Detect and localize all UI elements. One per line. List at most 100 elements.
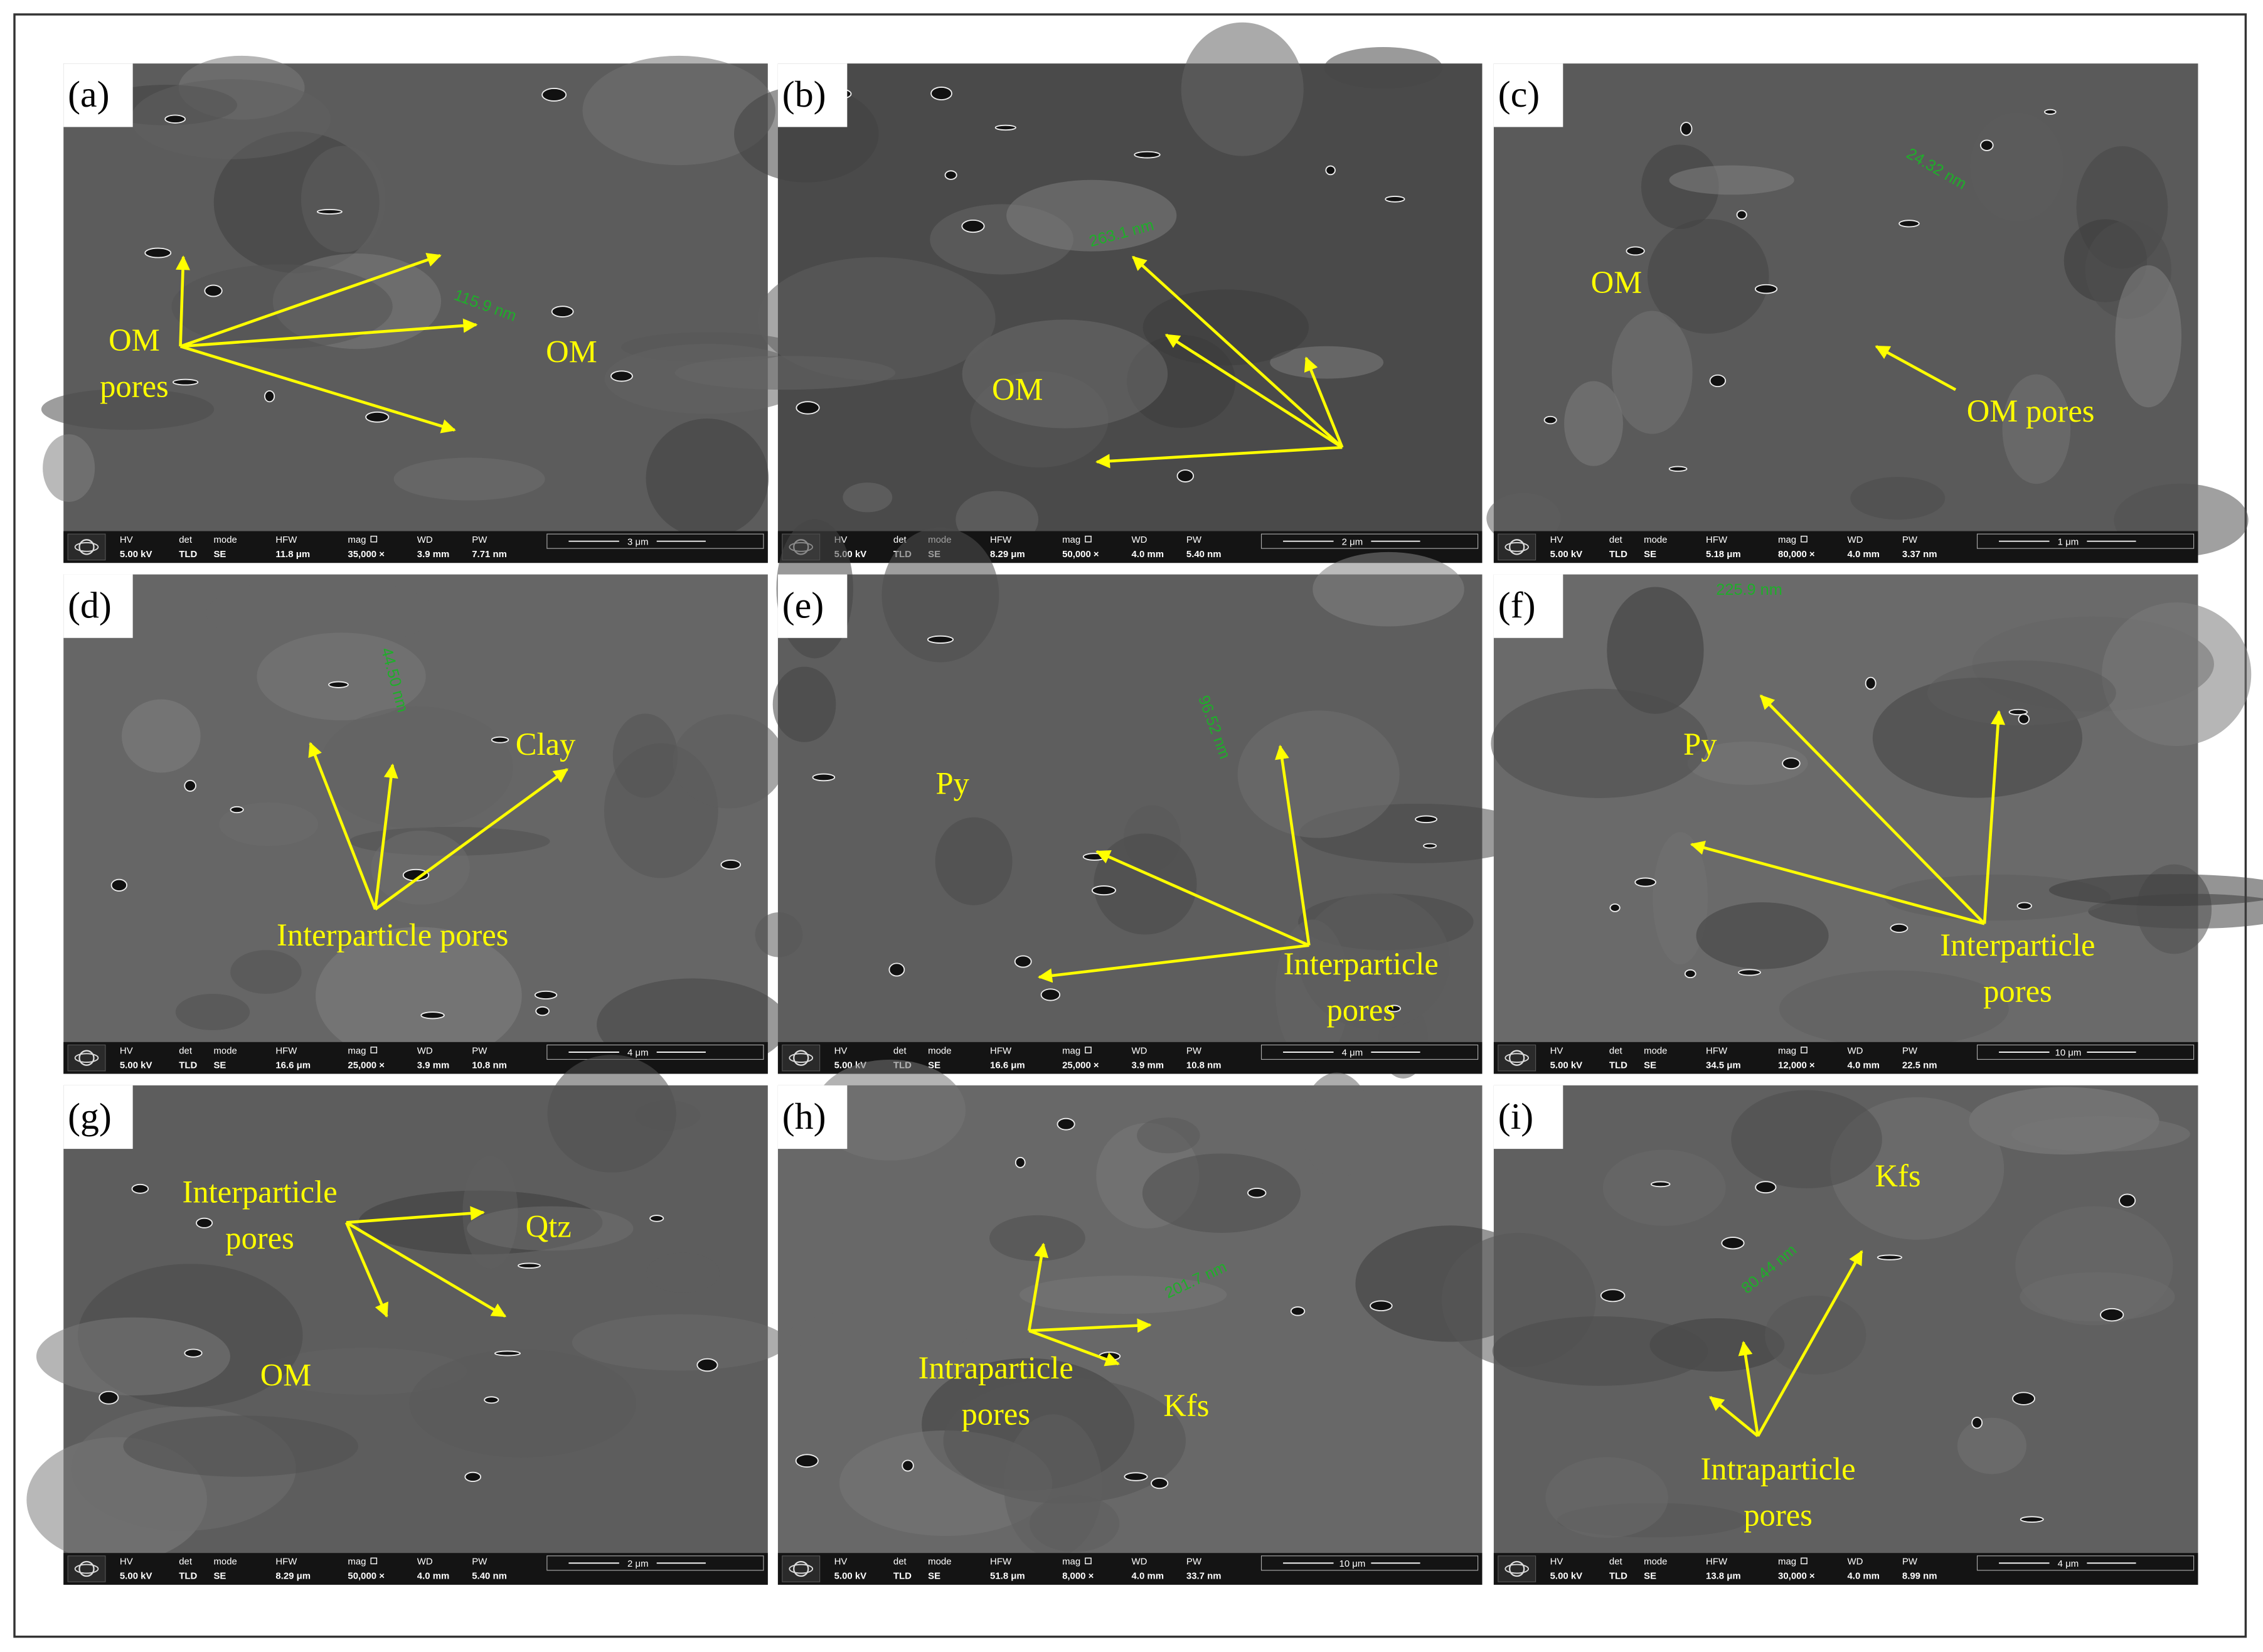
info-label: WD [417, 1045, 433, 1056]
texture [572, 1314, 787, 1371]
texture [2020, 1272, 2175, 1322]
texture [230, 950, 302, 994]
pore [518, 1262, 541, 1269]
info-value: SE [213, 1571, 226, 1582]
texture [2048, 874, 2263, 906]
info-label: PW [472, 1045, 487, 1056]
pore [144, 247, 172, 258]
pore [927, 635, 954, 644]
arrow [345, 1221, 507, 1318]
logo [78, 539, 95, 555]
info-value: 4.0 mm [1132, 1571, 1164, 1582]
pore [944, 170, 957, 180]
info-label: mag [348, 1557, 366, 1567]
info-bar [777, 1553, 1483, 1585]
texture [467, 1206, 634, 1251]
pore [2012, 1392, 2035, 1405]
pore [535, 1006, 550, 1016]
logo [74, 1053, 99, 1063]
arrow [1275, 745, 1311, 946]
info-label: HFW [1706, 1557, 1728, 1567]
scale-box [1976, 1555, 2195, 1571]
panel-label-bg [63, 63, 133, 127]
arrow [1027, 1242, 1049, 1331]
texture [1301, 1072, 1373, 1179]
arrow [1029, 1318, 1152, 1333]
logo [789, 1053, 814, 1063]
info-value: 4.0 mm [1847, 1060, 1879, 1070]
info-label: WD [417, 535, 433, 545]
panel-label-bg [777, 63, 848, 127]
pore [1634, 877, 1656, 887]
logo-box [1498, 1044, 1536, 1072]
info-label: HFW [275, 535, 297, 545]
texture [1957, 1417, 2026, 1474]
logo [1504, 1053, 1530, 1063]
annotation: Interparticle pores [277, 917, 508, 952]
texture [130, 79, 331, 159]
pore [795, 1454, 819, 1468]
panel-label: (b) [782, 73, 826, 115]
annotation: pores [1326, 992, 1395, 1027]
annotation: pores [225, 1220, 294, 1255]
info-value: 5.00 kV [120, 1571, 152, 1582]
info-value: SE [213, 549, 226, 560]
texture [1731, 1090, 1882, 1189]
scale-box [1976, 1044, 2195, 1060]
info-value: 3.9 mm [1132, 1060, 1164, 1070]
texture [1142, 289, 1309, 366]
pore [1680, 122, 1693, 136]
pore [720, 860, 742, 870]
scale-box [1260, 1044, 1479, 1060]
pore [1385, 196, 1405, 203]
pore [196, 1217, 213, 1228]
pore [1543, 415, 1557, 425]
pore [2020, 1516, 2044, 1523]
info-label: HV [1550, 1557, 1563, 1567]
scale-label: 4 μm [2058, 1559, 2079, 1569]
info-value: SE [213, 1060, 226, 1070]
info-label: HV [1550, 1045, 1563, 1056]
texture [881, 527, 999, 663]
pore [534, 990, 558, 999]
arrow [346, 1206, 485, 1224]
annotation: Interparticle [182, 1174, 337, 1209]
pore [1736, 210, 1747, 220]
scale-label: 10 μm [1339, 1559, 1366, 1569]
info-value: 4.0 mm [1847, 1571, 1879, 1582]
info-bar [1493, 531, 2198, 563]
info-value: TLD [179, 1571, 197, 1582]
annotation: OM [546, 334, 597, 369]
annotation: pores [100, 369, 169, 404]
arrow [1983, 710, 2006, 924]
arrow [344, 1222, 388, 1318]
scale-label-bg [619, 535, 657, 547]
texture [1545, 1457, 1668, 1538]
info-label: mag [1778, 1045, 1796, 1056]
info-value: 10.8 nm [472, 1060, 507, 1070]
pore [796, 401, 820, 415]
texture [264, 1348, 467, 1395]
panel-label: (d) [68, 585, 112, 626]
logo-box [782, 1555, 821, 1582]
texture [206, 578, 437, 648]
info-value: 50,000 × [348, 1571, 385, 1582]
logo [1509, 539, 1525, 555]
pore [264, 390, 275, 403]
pore [184, 1348, 203, 1358]
texture [1029, 1495, 1120, 1552]
pore [1709, 374, 1727, 388]
texture [843, 482, 893, 513]
pore [1014, 955, 1032, 968]
info-label: WD [417, 1557, 433, 1567]
info-label: mag [1778, 535, 1796, 545]
texture [1299, 892, 1450, 1030]
pore [649, 1215, 664, 1222]
pore [1176, 469, 1195, 482]
annotation: Kfs [1875, 1158, 1920, 1193]
scale-label-bg [2049, 1557, 2087, 1569]
info-label: HFW [275, 1045, 297, 1056]
info-value: 5.40 nm [1186, 549, 1222, 560]
info-value: 5.00 kV [1550, 1571, 1583, 1582]
